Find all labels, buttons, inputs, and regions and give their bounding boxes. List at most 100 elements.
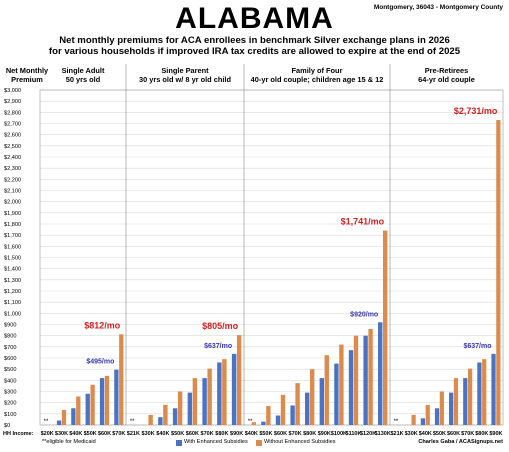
bar-with-subsidies [231,353,237,425]
x-tick-label: $50K [171,431,184,437]
bar-without-subsidies [310,369,315,425]
x-tick-label: $70K [112,431,125,437]
medicaid-marker: ** [44,419,49,425]
bar-with-subsidies [334,363,339,425]
y-tick-label: $0 [4,423,10,429]
panel-title-family-of-four: Family of Four 40-yr old couple; childre… [244,66,390,84]
x-tick-label: $60K [186,431,199,437]
bar-without-subsidies [339,344,344,425]
x-tick-label: $130K [375,431,391,437]
bar-without-subsidies [177,391,183,425]
with-subsidy-value-label: $920/mo [350,311,378,318]
panel-title-line-2: 30 yrs old w/ 8 yr old child [138,75,231,84]
medicaid-marker: ** [394,419,399,425]
bar-with-subsidies [275,415,281,425]
bar-with-subsidies [348,350,354,425]
x-tick-label: $40K [245,431,258,437]
with-subsidy-value-label: $637/mo [204,343,232,350]
y-tick-label: $2,000 [4,200,21,206]
panel-title-single-parent: Single Parent 30 yrs old w/ 8 yr old chi… [126,66,244,84]
bar-without-subsidies [411,414,416,425]
x-tick-label: $120K [360,431,376,437]
medicaid-marker: ** [248,419,253,425]
x-tick-label: $50K [259,431,272,437]
bar-with-subsidies [305,392,310,425]
panel-title-single-adult: Single Adult 50 yrs old [40,66,126,84]
bar-without-subsidies [76,396,81,425]
y-tick-label: $2,700 [4,122,21,128]
x-tick-label: $70K [201,431,214,437]
with-subsidy-value-label: $495/mo [86,359,114,366]
legend-swatch-with [176,440,182,446]
y-tick-label: $3,000 [4,88,21,94]
legend-label-with: With Enhanced Subsidies [184,439,248,445]
y-tick-label: $2,200 [4,177,21,183]
bar-with-subsidies [449,392,454,425]
y-tick-label: $900 [4,323,16,329]
y-tick-label: $2,100 [4,189,21,195]
y-tick-label: $2,400 [4,155,21,161]
x-tick-label: $21K [390,431,403,437]
bar-with-subsidies [363,335,368,425]
plot-frame [39,89,504,426]
bar-with-subsidies [477,362,482,425]
y-axis-title-line-1: Net Monthly [5,66,49,75]
bar-without-subsidies [280,394,286,425]
x-tick-label: $30K [142,431,155,437]
y-tick-label: $2,300 [4,166,21,172]
page-title: ALABAMA [175,2,334,35]
bar-with-subsidies [71,408,76,425]
y-axis-title: Net Monthly Premium [2,66,52,84]
y-tick-label: $1,900 [4,211,21,217]
bar-without-subsidies [266,406,271,425]
y-tick-label: $2,500 [4,144,21,150]
bar-without-subsidies [236,335,242,425]
bar-with-subsidies [187,392,193,425]
panel-title-line-2: 50 yrs old [65,75,101,84]
bar-with-subsidies [290,405,295,425]
x-tick-label: $30K [405,431,418,437]
panel-title-line-2: 64-yr old couple [418,75,475,84]
x-tick-label: $90K [230,431,243,437]
x-tick-label: $60K [98,431,111,437]
bar-without-subsidies [192,378,198,425]
subtitle-line-1: Net monthly premiums for ACA enrollees i… [59,35,450,46]
bar-with-subsidies [378,322,383,425]
y-tick-label: $2,800 [4,110,21,116]
bar-with-subsidies [202,378,207,425]
x-tick-label: $21K [127,431,140,437]
y-tick-label: $300 [4,390,16,396]
x-tick-label: $90K [489,431,502,437]
x-tick-label: $80K [475,431,488,437]
bar-without-subsidies [496,120,501,425]
x-tick-label: $110K [346,431,362,437]
bar-without-subsidies [295,383,300,425]
x-tick-label: $80K [303,431,316,437]
y-tick-label: $1,300 [4,278,21,284]
credit-label: Charles Gaba / ACASignups.net [418,439,503,445]
panel-title-line-2: 40-yr old couple; children age 15 & 12 [250,75,384,84]
subtitle-line-2: for various households if improved IRA t… [48,46,461,57]
bar-with-subsidies [99,378,105,425]
y-tick-label: $1,600 [4,244,21,250]
x-tick-label: $50K [433,431,446,437]
x-tick-label: $40K [419,431,432,437]
y-tick-label: $1,500 [4,256,21,262]
y-tick-label: $200 [4,401,16,407]
y-tick-label: $1,800 [4,222,21,228]
bar-without-subsidies [163,404,168,425]
bar-with-subsidies [261,421,266,425]
x-tick-label: $40K [156,431,169,437]
x-tick-label: $70K [461,431,474,437]
without-subsidy-value-label: $2,731/mo [454,106,498,116]
y-tick-label: $1,700 [4,233,21,239]
x-tick-label: $70K [289,431,302,437]
y-tick-label: $800 [4,334,16,340]
bar-with-subsidies [463,378,468,425]
bar-without-subsidies [467,368,473,425]
y-tick-label: $1,200 [4,289,21,295]
x-tick-label: $90K [318,431,331,437]
x-tick-label: $80K [215,431,228,437]
panel-title-line-1: Pre-Retirees [424,66,469,75]
